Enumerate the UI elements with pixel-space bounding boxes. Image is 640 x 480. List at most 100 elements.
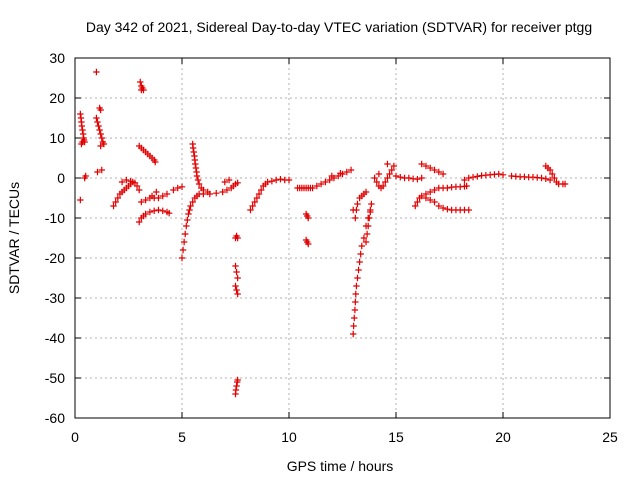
data-point <box>352 214 359 222</box>
data-point <box>392 172 400 180</box>
data-point <box>184 216 191 224</box>
data-point <box>363 230 371 238</box>
y-tick-label: -30 <box>45 290 65 306</box>
series-arc-18 <box>350 208 374 338</box>
data-point <box>351 306 359 314</box>
data-point <box>114 194 121 202</box>
data-point <box>360 234 368 242</box>
data-point <box>234 234 241 242</box>
data-point <box>366 214 373 222</box>
x-tick-label: 10 <box>281 429 297 445</box>
data-point <box>96 126 103 134</box>
data-point <box>350 322 357 330</box>
data-point <box>343 168 350 176</box>
data-point <box>180 238 188 246</box>
data-point <box>352 298 359 306</box>
data-point <box>195 180 203 188</box>
data-point <box>150 207 158 214</box>
data-point <box>549 170 556 178</box>
series-arc-9 <box>178 190 203 262</box>
data-point <box>356 258 363 266</box>
data-point <box>206 190 214 198</box>
data-point <box>98 134 105 142</box>
data-point <box>382 178 389 186</box>
data-point <box>474 173 481 180</box>
y-tick-label: 30 <box>49 50 65 66</box>
data-point <box>174 184 181 192</box>
series-early-arc-1 <box>77 110 88 148</box>
data-point <box>100 140 108 148</box>
data-point <box>146 208 154 216</box>
data-point <box>170 186 177 194</box>
data-point <box>337 170 344 177</box>
x-axis-label: GPS time / hours <box>287 458 394 474</box>
data-point <box>138 86 145 94</box>
data-point <box>93 68 100 76</box>
series-arc-13 <box>232 376 241 398</box>
data-point <box>138 198 145 206</box>
data-point <box>431 198 438 206</box>
data-point <box>461 176 468 184</box>
data-point <box>431 166 438 174</box>
data-point <box>234 376 241 384</box>
data-point <box>189 198 196 206</box>
data-point <box>232 282 239 290</box>
data-point <box>371 174 378 182</box>
data-point <box>257 186 265 194</box>
series-arc-19 <box>350 188 370 222</box>
data-point <box>305 240 312 248</box>
data-point <box>127 178 134 185</box>
series-arc-4 <box>136 206 173 226</box>
data-point <box>422 162 430 170</box>
data-point <box>233 286 240 294</box>
data-points <box>77 68 569 398</box>
data-point <box>285 176 293 184</box>
series-arc-8 <box>170 183 186 194</box>
data-point <box>219 188 226 196</box>
series-arc-3 <box>110 176 143 210</box>
data-point <box>322 178 329 186</box>
data-point <box>362 188 370 196</box>
x-tick-label: 0 <box>71 429 79 445</box>
data-point <box>373 178 380 186</box>
data-point <box>77 196 84 204</box>
plot-frame <box>74 57 611 419</box>
x-tick-label: 15 <box>388 429 404 445</box>
data-point <box>414 198 421 206</box>
data-point <box>98 166 105 174</box>
data-point <box>412 202 419 210</box>
series-arc-15 <box>294 184 316 192</box>
data-point <box>351 314 358 322</box>
data-point <box>546 166 554 174</box>
y-tick-label: -60 <box>45 410 65 426</box>
data-point <box>163 190 171 198</box>
data-point <box>78 122 86 130</box>
data-point <box>192 160 199 168</box>
data-point <box>326 176 333 184</box>
data-point <box>309 184 316 192</box>
data-point <box>353 282 360 290</box>
y-tick-label: 10 <box>49 130 65 146</box>
data-point <box>155 206 162 214</box>
data-point <box>444 206 451 213</box>
data-point <box>142 210 149 218</box>
data-point <box>499 171 507 178</box>
data-point <box>93 114 100 122</box>
data-point <box>200 190 207 198</box>
series-arc-12 <box>232 232 241 298</box>
data-point <box>159 207 166 214</box>
data-point <box>538 174 545 182</box>
data-point <box>152 158 159 166</box>
data-point <box>136 218 143 226</box>
series-arc-27 <box>508 172 554 184</box>
data-point <box>427 196 434 204</box>
data-point <box>422 194 430 202</box>
grid <box>75 58 610 418</box>
data-point <box>272 176 280 184</box>
y-tick-label: 0 <box>57 170 65 186</box>
data-point <box>182 230 189 238</box>
data-point <box>183 222 190 230</box>
data-point <box>178 183 186 190</box>
data-point <box>77 110 84 118</box>
data-point <box>384 174 391 182</box>
